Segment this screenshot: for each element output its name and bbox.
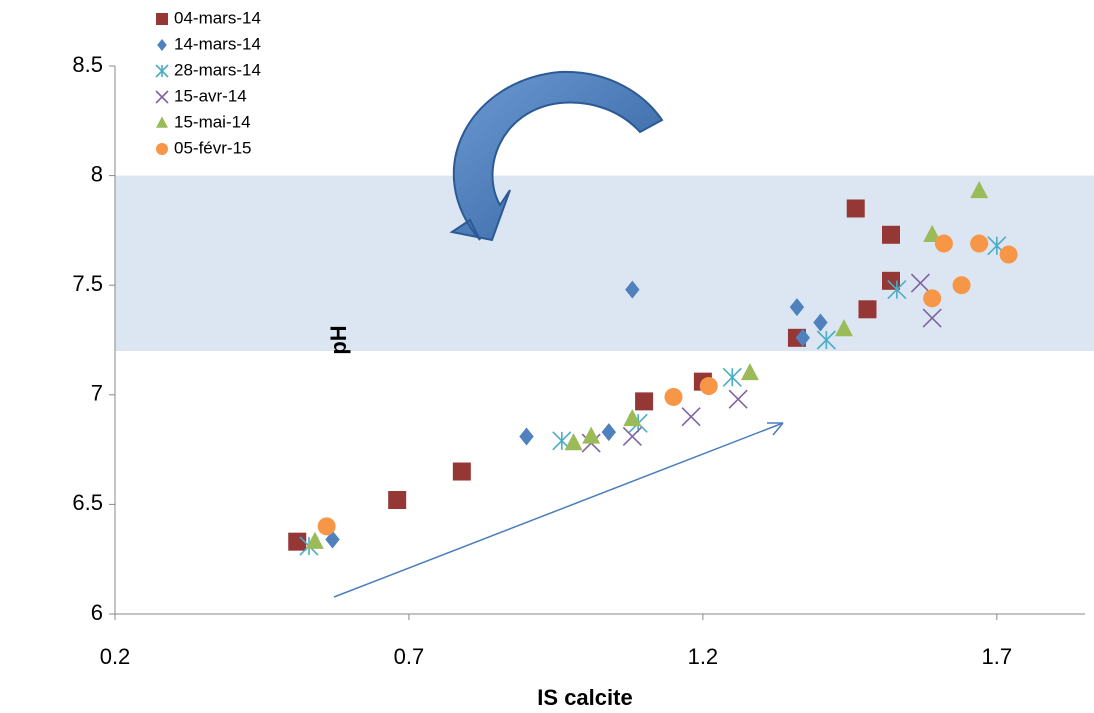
marker-diamond [625,280,640,299]
marker-circle [156,143,168,155]
marker-cross [155,90,169,104]
y-tick-label: 7 [91,381,103,406]
x-tick-label: 1.2 [688,644,719,669]
marker-circle [317,517,336,536]
marker-circle [923,289,942,308]
marker-circle [970,234,989,253]
marker-triangle [970,181,989,199]
legend-label: 15-mai-14 [174,112,251,131]
legend-label: 28-mars-14 [174,60,261,79]
marker-cross [681,407,701,427]
marker-diamond [601,423,617,442]
y-tick-label: 6.5 [72,490,103,515]
marker-circle [664,387,683,406]
x-tick-label: 1.7 [982,644,1013,669]
trend-arrow-head [767,422,784,436]
trend-arrow [333,422,784,598]
y-tick-label: 8.5 [72,52,103,77]
legend-label: 15-avr-14 [174,86,247,105]
marker-square [635,392,654,411]
marker-diamond [795,328,811,347]
legend-label: 14-mars-14 [174,34,261,53]
marker-square [882,225,900,244]
marker-triangle [305,531,324,549]
marker-square [846,199,865,218]
marker-diamond [813,313,828,332]
marker-cross [728,389,748,409]
marker-triangle [923,224,942,242]
marker-triangle [582,426,601,444]
marker-diamond [789,298,805,317]
marker-square [288,532,307,551]
curved-arrow [449,70,664,242]
marker-circle [699,377,718,396]
marker-triangle [834,319,853,337]
x-tick-label: 0.7 [394,644,425,669]
marker-diamond [157,39,167,51]
marker-asterisk [155,64,169,78]
marker-triangle [156,116,168,128]
marker-circle [934,234,953,253]
shaded-band [115,175,1094,351]
marker-triangle [564,433,583,451]
marker-square [156,13,168,25]
legend-label: 05-févr-15 [174,138,251,157]
x-tick-label: 0.2 [100,644,131,669]
y-tick-label: 8 [91,161,103,186]
marker-cross [910,273,930,293]
y-tick-label: 6 [91,600,103,625]
marker-circle [999,245,1018,264]
marker-circle [952,276,971,295]
marker-square [452,462,471,481]
legend-label: 04-mars-14 [174,8,261,27]
x-axis-label: IS calcite [537,685,632,710]
marker-square [882,271,900,290]
marker-cross [922,308,942,328]
marker-square [858,300,877,319]
marker-cross [622,426,642,447]
marker-asterisk [722,367,742,387]
marker-square [388,491,407,510]
marker-asterisk [887,280,907,300]
marker-triangle [740,362,759,381]
marker-triangle [623,409,642,427]
y-tick-label: 7.5 [72,271,103,296]
marker-diamond [519,427,534,446]
marker-asterisk [816,330,836,350]
y-axis-label: pH [326,325,351,354]
